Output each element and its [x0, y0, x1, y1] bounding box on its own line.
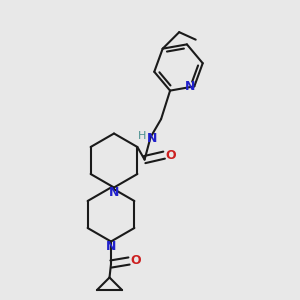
Text: N: N [106, 240, 116, 254]
Text: N: N [147, 132, 157, 145]
Text: O: O [130, 254, 141, 268]
Text: O: O [165, 148, 176, 162]
Text: N: N [109, 186, 119, 200]
Text: H: H [137, 130, 146, 141]
Text: N: N [184, 80, 195, 93]
